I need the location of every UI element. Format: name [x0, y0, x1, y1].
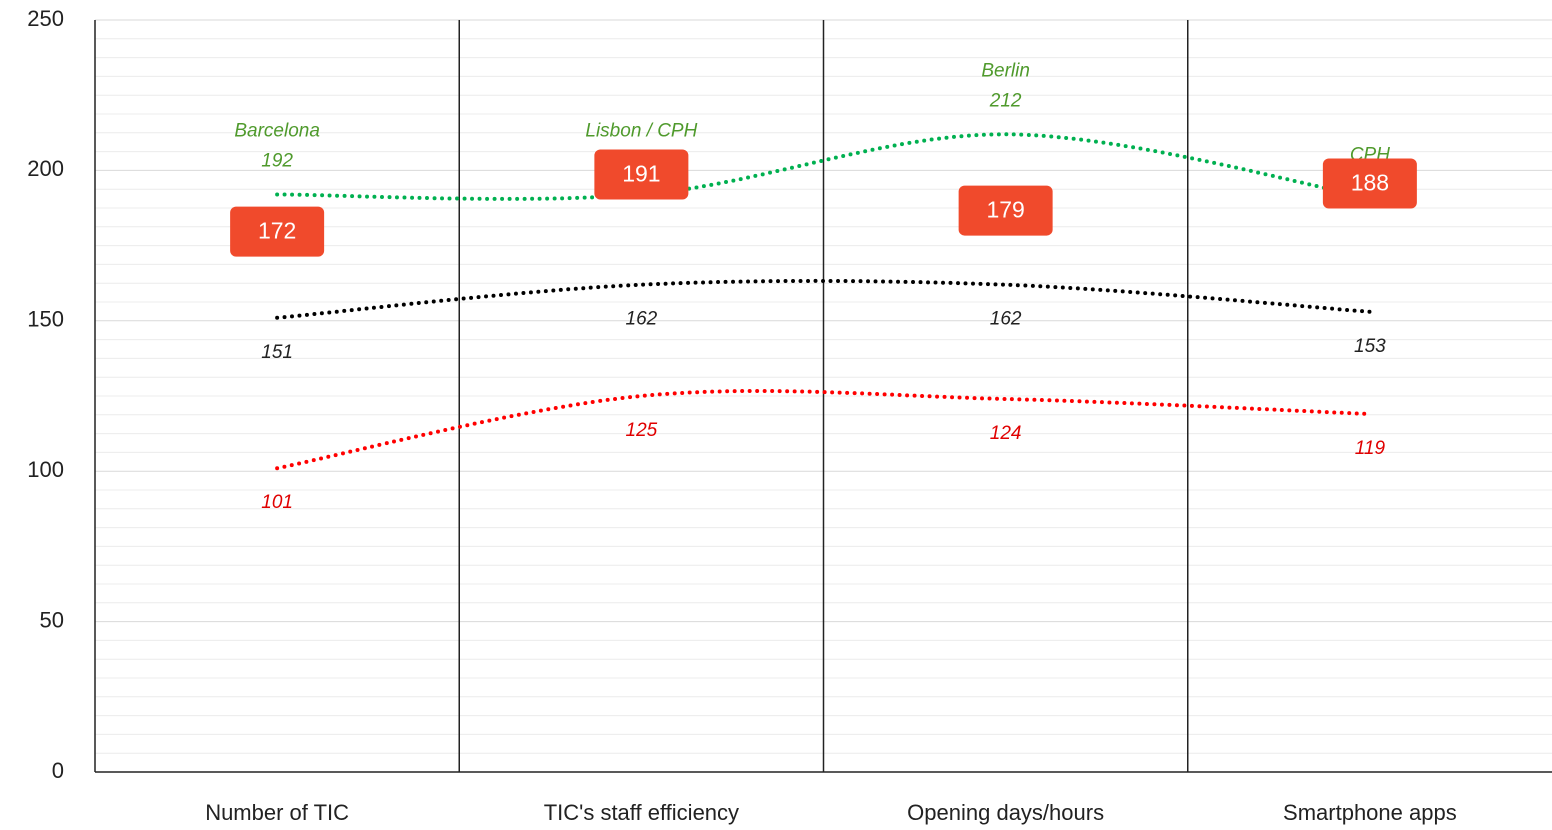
- data-label: 125: [626, 420, 658, 441]
- point-annotation: Barcelona: [234, 120, 320, 141]
- marks: 192Barcelona192Lisbon / CPH212BerlinCPH1…: [230, 60, 1417, 513]
- x-tick-label: TIC's staff efficiency: [544, 800, 739, 825]
- data-label: 162: [626, 309, 658, 330]
- trend-line: [275, 278, 1372, 320]
- y-tick-label: 100: [27, 457, 64, 482]
- trend-line: [275, 132, 1372, 201]
- y-tick-label: 0: [52, 758, 64, 783]
- x-tick-label: Opening days/hours: [907, 800, 1104, 825]
- value-box: [230, 206, 325, 257]
- y-tick-label: 250: [27, 6, 64, 31]
- y-tick-label: 200: [27, 156, 64, 181]
- value-box-label: 172: [258, 218, 296, 244]
- data-label: 162: [990, 309, 1022, 330]
- value-box: [958, 185, 1053, 236]
- trend-line: [275, 388, 1372, 471]
- grid: [94, 19, 1552, 773]
- data-label: 124: [990, 423, 1022, 444]
- data-label: 192: [261, 150, 293, 171]
- value-box: [594, 149, 689, 200]
- y-tick-label: 150: [27, 307, 64, 332]
- y-tick-label: 50: [40, 607, 64, 632]
- data-label: 153: [1354, 336, 1386, 357]
- value-box-label: 191: [622, 161, 660, 187]
- data-label: 212: [989, 90, 1022, 111]
- value-box: [1322, 158, 1417, 209]
- point-annotation: Lisbon / CPH: [585, 120, 697, 141]
- x-tick-label: Number of TIC: [205, 800, 349, 825]
- x-tick-label: Smartphone apps: [1283, 800, 1457, 825]
- data-label: 151: [261, 342, 293, 363]
- data-label: 101: [261, 492, 293, 513]
- point-annotation: Berlin: [981, 60, 1030, 81]
- value-box-label: 179: [986, 197, 1024, 223]
- data-label: 119: [1355, 438, 1386, 459]
- value-box-label: 188: [1351, 170, 1389, 196]
